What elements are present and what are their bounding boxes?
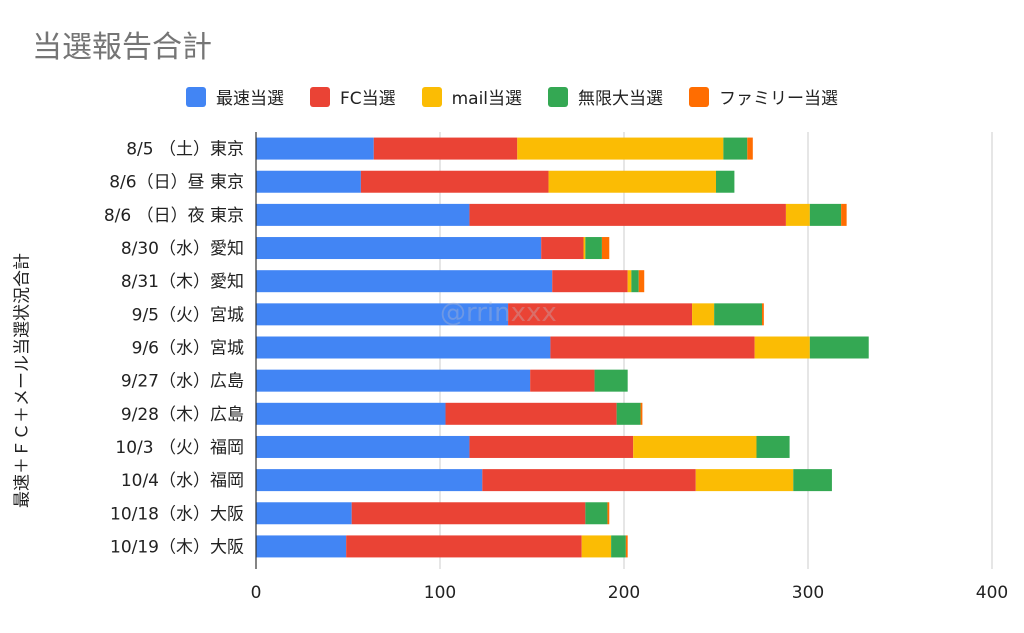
bar-segment	[714, 303, 762, 326]
bar-segment	[723, 137, 748, 160]
legend-item: mail当選	[421, 84, 523, 109]
legend-item: 最速当選	[185, 84, 284, 109]
legend-swatch	[421, 86, 442, 107]
bar-segment	[695, 469, 794, 492]
bar-segment	[482, 469, 696, 492]
bar-segment	[754, 336, 810, 359]
bar-segment	[692, 303, 715, 326]
bar-segment	[594, 369, 628, 392]
bar-segment	[638, 270, 645, 293]
category-label: 9/6（水）宮城	[132, 339, 244, 359]
legend-swatch	[309, 86, 330, 107]
category-label: 9/5（火）宮城	[132, 305, 244, 325]
legend-swatch	[185, 86, 206, 107]
legend-label: ファミリー当選	[719, 89, 839, 109]
bar-segment	[445, 402, 617, 425]
legend: 最速当選 FC当選 mail当選 無限大当選 ファミリー当選	[0, 84, 1024, 109]
bar-segment	[611, 535, 626, 558]
bar-segment	[640, 402, 643, 425]
bar-segment	[631, 270, 639, 293]
bar-segment	[256, 402, 446, 425]
legend-label: FC当選	[339, 89, 396, 109]
category-label: 8/6 （日）夜 東京	[104, 206, 244, 226]
category-label: 10/19（木）大阪	[110, 537, 244, 557]
bar-segment	[550, 336, 755, 359]
bar-segment	[809, 203, 842, 226]
bar-segment	[627, 270, 632, 293]
category-label: 9/28（木）広島	[121, 405, 244, 425]
bar-segment	[762, 303, 764, 326]
category-label: 9/27（水）広島	[121, 372, 244, 392]
bar-segment	[633, 435, 757, 458]
legend-label: 無限大当選	[578, 89, 664, 109]
bar-segment	[256, 203, 470, 226]
chart-title: 当選報告合計	[32, 30, 212, 65]
bar-segment	[256, 303, 509, 326]
legend-item: 無限大当選	[548, 84, 663, 109]
category-label: 8/5 （土）東京	[126, 140, 244, 160]
category-label: 8/31（木）愛知	[121, 272, 244, 292]
bar-segment	[581, 535, 612, 558]
bar-segment	[256, 170, 361, 193]
bar-segment	[256, 369, 531, 392]
bar-segment	[585, 237, 602, 260]
bar-segment	[530, 369, 595, 392]
bar-segment	[360, 170, 549, 193]
bar-segment	[809, 336, 869, 359]
bar-segment	[607, 502, 610, 525]
bar-segment	[616, 402, 641, 425]
category-label: 8/30（水）愛知	[121, 239, 244, 259]
bar-segment	[517, 137, 724, 160]
bar-segment	[469, 203, 786, 226]
bar-segment	[747, 137, 753, 160]
category-label: 8/6（日）昼 東京	[109, 173, 244, 193]
bar-segment	[373, 137, 518, 160]
legend-label: mail当選	[451, 89, 523, 109]
legend-item: ファミリー当選	[689, 84, 838, 109]
x-tick-label: 300	[792, 583, 824, 603]
x-tick-label: 0	[251, 583, 262, 603]
bar-segment	[785, 203, 810, 226]
bar-segment	[552, 270, 628, 293]
bar-segment	[346, 535, 582, 558]
bar-segment	[256, 435, 470, 458]
bar-segment	[756, 435, 790, 458]
bar-segment	[585, 502, 608, 525]
category-label: 10/3 （火）福岡	[115, 438, 244, 458]
bar-segment	[351, 502, 586, 525]
x-tick-label: 400	[976, 583, 1008, 603]
bar-segment	[541, 237, 584, 260]
x-tick-label: 200	[608, 583, 640, 603]
legend-item: FC当選	[309, 84, 396, 109]
bar-segment	[256, 237, 542, 260]
category-label: 10/18（水）大阪	[110, 504, 244, 524]
bar-segment	[256, 336, 551, 359]
bar-segment	[256, 137, 374, 160]
category-label: 10/4（水）福岡	[121, 471, 244, 491]
bar-segment	[469, 435, 634, 458]
legend-label: 最速当選	[215, 89, 284, 109]
legend-swatch	[689, 86, 710, 107]
bar-segment	[625, 535, 628, 558]
bar-segment	[793, 469, 832, 492]
legend-swatch	[548, 86, 569, 107]
bar-segment	[716, 170, 735, 193]
bar-segment	[256, 535, 347, 558]
bar-segment	[508, 303, 693, 326]
x-tick-label: 100	[424, 583, 456, 603]
bar-segment	[601, 237, 610, 260]
bar-segment	[583, 237, 586, 260]
bar-segment	[548, 170, 716, 193]
bar-segment	[256, 270, 553, 293]
bar-segment	[256, 469, 483, 492]
bar-segment	[256, 502, 352, 525]
bar-segment	[841, 203, 847, 226]
